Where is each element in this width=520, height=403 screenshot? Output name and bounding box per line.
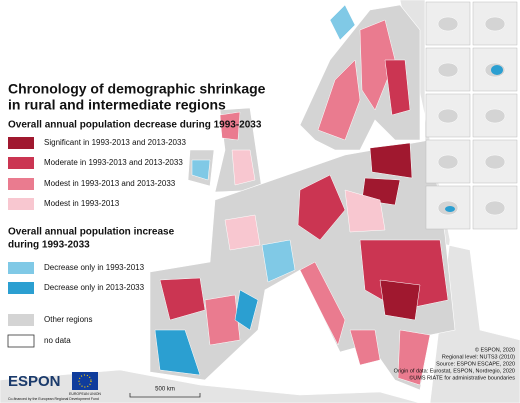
inset-land	[437, 62, 459, 78]
region	[234, 289, 259, 331]
legend-label: Modest in 1993-2013 and 2013-2033	[44, 179, 176, 188]
region	[299, 261, 346, 346]
inset-land	[484, 108, 506, 124]
credit-line: Origin of data: Eurostat, ESPON, Nordreg…	[394, 368, 515, 374]
region	[329, 4, 356, 41]
legend-swatch	[7, 334, 35, 348]
legend-label: Decrease only in 2013-2033	[44, 283, 145, 292]
espon-logo: ESPON	[8, 373, 61, 390]
region	[297, 174, 346, 241]
logos: ESPON EUROPEAN UNION Co-financed by the …	[8, 372, 101, 401]
title: Chronology of demographic shrinkage	[8, 81, 266, 97]
region	[359, 19, 396, 111]
region	[231, 149, 256, 186]
eu-stars	[78, 374, 92, 388]
credit-line: © ESPON, 2020	[475, 346, 515, 353]
legend-swatch	[8, 282, 34, 294]
region	[379, 279, 421, 321]
region	[369, 142, 413, 179]
legend-label: Other regions	[44, 315, 92, 324]
funding-note: Co-financed by the European Regional Dev…	[8, 397, 99, 401]
region	[349, 329, 381, 366]
legend-swatch	[8, 137, 34, 149]
scale-line	[129, 393, 201, 398]
legend-swatch	[8, 262, 34, 274]
region	[261, 239, 296, 283]
region	[191, 159, 211, 181]
inset-land	[484, 154, 506, 170]
credit-line: ©UMS RIATE for administrative boundaries	[409, 374, 515, 381]
region	[159, 277, 206, 321]
legend-heading: Overall annual population decrease durin…	[8, 120, 262, 131]
inset-land	[484, 200, 506, 216]
region	[224, 214, 261, 251]
legend-swatch	[8, 178, 34, 190]
inset-region	[445, 206, 455, 212]
region	[204, 294, 241, 346]
legend-label: no data	[44, 336, 71, 345]
region	[317, 59, 361, 141]
region	[154, 329, 201, 376]
north-africa	[0, 369, 421, 403]
legend: Chronology of demographic shrinkage in r…	[7, 81, 266, 348]
inset-land	[437, 108, 459, 124]
eu-flag	[72, 372, 98, 390]
credit-line: Source: ESPON ESCAPE, 2020	[436, 361, 515, 367]
inset-land	[484, 16, 506, 32]
scale-label: 500 km	[155, 387, 175, 393]
legend-label: Significant in 1993-2013 and 2013-2033	[44, 138, 186, 147]
region	[344, 189, 386, 233]
scale-bar: 500 km	[129, 387, 201, 398]
legend-swatch	[8, 157, 34, 169]
legend-label: Decrease only in 1993-2013	[44, 263, 145, 272]
inset-land	[437, 16, 459, 32]
region	[219, 111, 241, 141]
region	[384, 59, 411, 116]
legend-swatch	[8, 314, 34, 326]
eu-label: EUROPEAN UNION	[69, 392, 101, 396]
legend-swatch	[8, 198, 34, 210]
title: in rural and intermediate regions	[8, 97, 226, 113]
legend-heading: Overall annual population increase	[8, 227, 175, 238]
regions	[154, 4, 449, 386]
legend-label: Modest in 1993-2013	[44, 199, 120, 208]
credit-line: Regional level: NUTS3 (2010)	[442, 354, 515, 360]
insets	[425, 1, 518, 230]
legend-label: Moderate in 1993-2013 and 2013-2033	[44, 158, 183, 167]
inset-land	[437, 154, 459, 170]
legend-heading: during 1993-2033	[8, 240, 90, 251]
inset-region	[491, 65, 503, 75]
region	[397, 329, 431, 386]
